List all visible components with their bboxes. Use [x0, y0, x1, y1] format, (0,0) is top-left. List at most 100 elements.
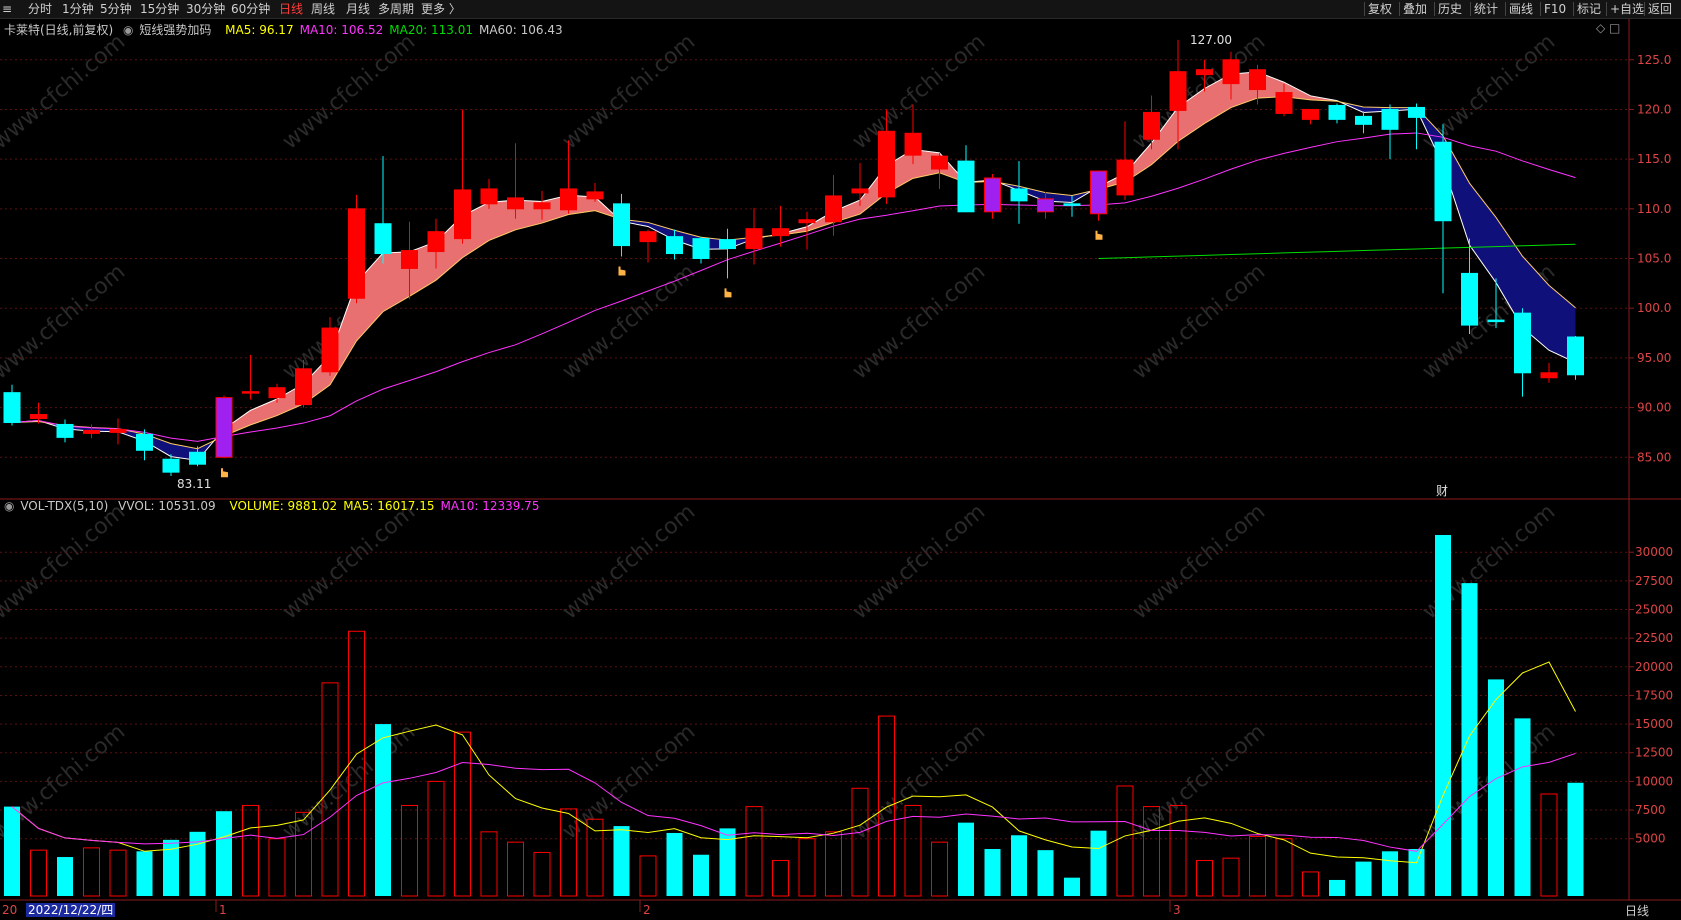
period-tab-8[interactable]: 月线	[346, 2, 371, 16]
volume-bar	[666, 832, 683, 896]
period-tab-10[interactable]: 更多 〉	[421, 2, 461, 16]
panel-corner-icons[interactable]: ◇ □	[1596, 21, 1621, 35]
toolbar-button-1[interactable]: 叠加	[1403, 2, 1428, 16]
indicator-name[interactable]: 短线强势加码	[139, 23, 212, 37]
period-tab-4[interactable]: 30分钟	[186, 2, 226, 16]
toolbar-button-6[interactable]: 标记	[1577, 2, 1602, 16]
volume-bar	[1169, 804, 1187, 897]
volume-bar	[878, 715, 895, 897]
price-tick-label: 120.0	[1637, 102, 1671, 116]
volume-bar	[1249, 835, 1266, 897]
candle-body	[1275, 92, 1293, 114]
candle-body	[480, 188, 498, 205]
toolbar-separator	[1540, 2, 1541, 16]
volume-title[interactable]: VOL-TDX(5,10)	[20, 499, 109, 513]
volume-bar	[109, 849, 127, 897]
candle-body	[639, 231, 657, 243]
candle-body	[1169, 71, 1187, 111]
candle-body	[1381, 108, 1399, 130]
toolbar-separator	[1644, 2, 1645, 16]
main-indicator-header: 卡莱特(日线,前复权) ◉ 短线强势加码 MA5: 96.17 MA10: 106…	[4, 21, 575, 38]
toolbar-button-4[interactable]: 画线	[1509, 2, 1534, 16]
price-tick-label: 95.00	[1637, 351, 1671, 365]
volume-bar	[1488, 679, 1504, 896]
ma-line-magenta	[11, 132, 1576, 442]
stock-title: 卡莱特(日线,前复权)	[4, 23, 114, 37]
toolbar-button-5[interactable]: F10	[1544, 2, 1567, 16]
volume-bar	[904, 804, 922, 897]
candle-body	[851, 188, 869, 194]
price-tick-label: 90.00	[1637, 401, 1671, 415]
candle-body	[56, 423, 74, 438]
trend-ribbon-segment	[489, 200, 516, 241]
candle-body	[692, 238, 710, 259]
volume-bar	[719, 828, 736, 896]
low-price-label: 83.11	[177, 477, 211, 491]
volume-indicator-header: ◉ VOL-TDX(5,10) VVOL: 10531.09 VOLUME: 9…	[4, 499, 551, 513]
candle-body	[957, 160, 975, 213]
candle-body	[348, 208, 365, 299]
volume-bar	[772, 859, 789, 897]
volume-bar	[1037, 850, 1054, 896]
candle-body	[745, 228, 763, 250]
toolbar-menu-icon[interactable]: ≡	[2, 2, 13, 16]
cursor-date-label: 2022/12/22/四	[26, 903, 116, 917]
toolbar-button-2[interactable]: 历史	[1438, 2, 1463, 16]
volume-bar	[136, 851, 153, 896]
period-tab-2[interactable]: 5分钟	[100, 2, 132, 16]
candle-body	[1540, 372, 1558, 379]
volume-bar	[454, 731, 471, 897]
toolbar-button-3[interactable]: 统计	[1474, 2, 1499, 16]
candle-body	[931, 155, 948, 170]
candle-body	[1090, 170, 1107, 215]
period-tab-9[interactable]: 多周期	[378, 2, 415, 16]
indicator-toggle-icon[interactable]: ◉	[123, 23, 134, 37]
volume-bar	[375, 724, 391, 896]
volume-tick-label: 30000	[1635, 545, 1673, 559]
candle-body	[3, 392, 21, 423]
period-tab-3[interactable]: 15分钟	[140, 2, 180, 16]
candle-body	[1063, 203, 1081, 206]
volume-bar	[825, 831, 842, 897]
toolbar-button-0[interactable]: 复权	[1368, 2, 1393, 16]
period-tab-7[interactable]: 周线	[311, 2, 336, 16]
toolbar-button-7[interactable]: +自选	[1610, 2, 1645, 16]
price-tick-label: 105.0	[1637, 252, 1671, 266]
candle-body	[1355, 115, 1372, 125]
candle-body	[1196, 69, 1213, 76]
buy-signal-hand-icon	[724, 288, 732, 298]
trend-ribbon-segment	[1178, 88, 1205, 142]
candle-body	[1010, 188, 1028, 202]
candle-body	[1487, 319, 1505, 323]
period-tab-1[interactable]: 1分钟	[62, 2, 94, 16]
volume-bar	[533, 851, 551, 897]
toolbar-separator	[1364, 2, 1365, 16]
volume-bar	[560, 808, 577, 897]
volume-values: VOLUME: 9881.02 MA5: 16017.15 MA10: 12339.…	[229, 499, 545, 513]
period-tab-5[interactable]: 60分钟	[231, 2, 271, 16]
toolbar-separator	[1606, 2, 1607, 16]
volume-bar	[1329, 879, 1345, 896]
period-tab-6[interactable]: 日线	[279, 2, 304, 16]
volume-bar	[1408, 849, 1425, 896]
period-tab-0[interactable]: 分时	[28, 2, 53, 16]
toolbar-button-8[interactable]: 返回	[1648, 2, 1673, 16]
buy-signal-hand-icon	[618, 266, 626, 276]
volume-bar	[321, 682, 339, 897]
period-toolbar: ≡ 分时 1分钟 5分钟 15分钟 30分钟 60分钟 日线 周线 月线 多周期 更多 〉 复权 叠加 历史…	[0, 0, 1681, 19]
volume-toggle-icon[interactable]: ◉	[4, 499, 15, 513]
volume-bar	[1196, 859, 1213, 897]
volume-bar	[1222, 857, 1240, 897]
ribbon-slow-line	[11, 96, 1576, 450]
volume-bar	[480, 831, 498, 897]
candle-body	[401, 250, 418, 269]
volume-bar	[931, 841, 948, 897]
volume-bar	[586, 818, 604, 897]
price-tick-label: 85.00	[1637, 450, 1671, 464]
volume-bar	[1355, 861, 1372, 896]
volume-bar	[958, 822, 974, 896]
volume-bar	[507, 841, 524, 897]
trend-ribbon-segment	[250, 399, 277, 425]
volume-tick-label: 7500	[1635, 803, 1666, 817]
